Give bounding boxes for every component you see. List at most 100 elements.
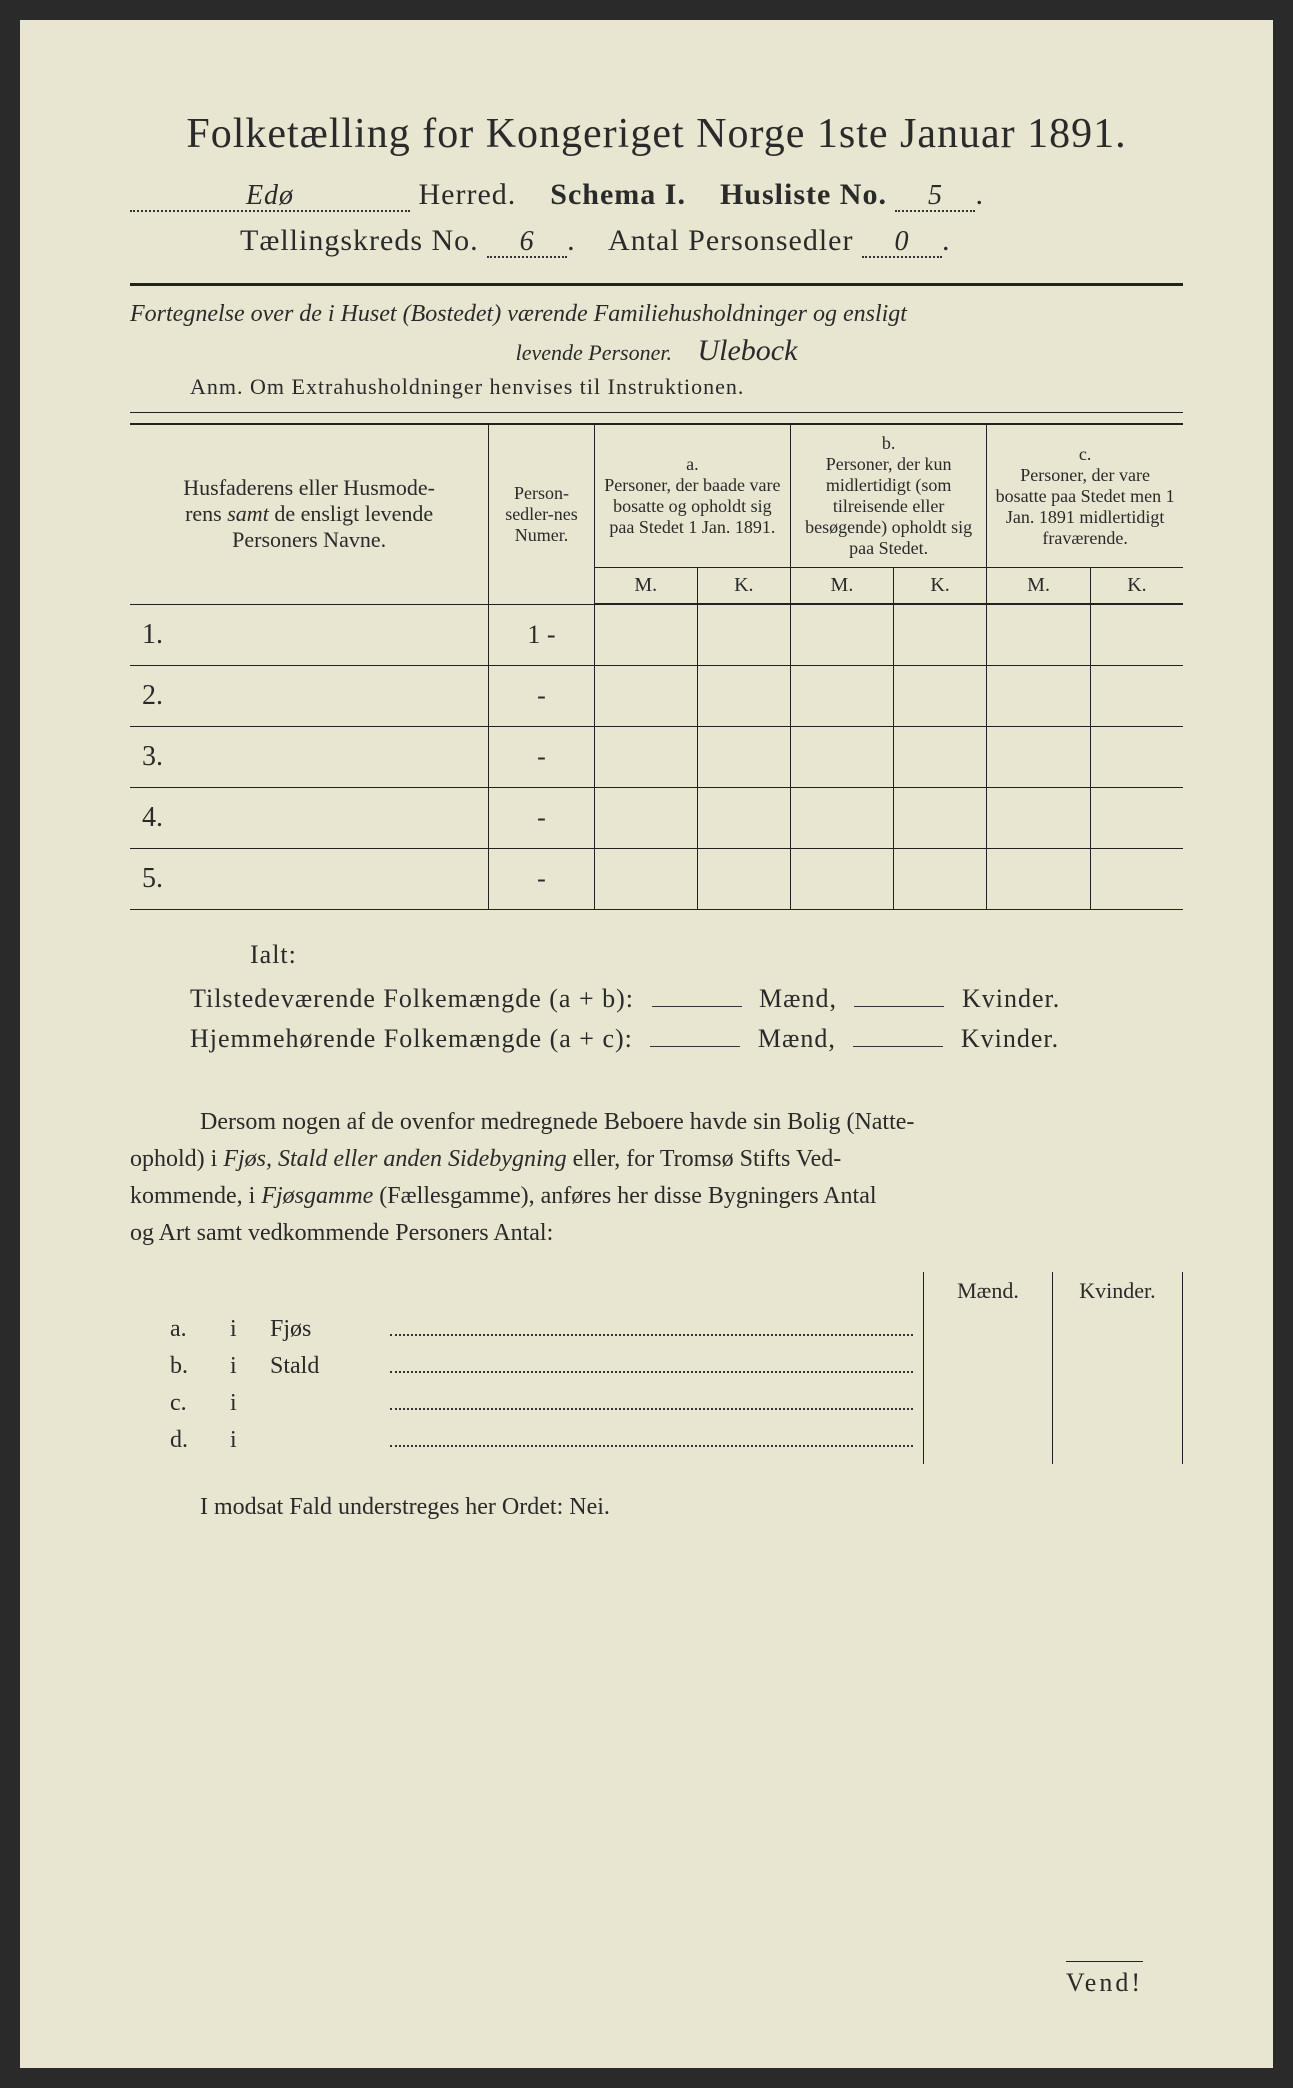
husliste-label: Husliste No. bbox=[720, 178, 887, 211]
col-c-m: M. bbox=[987, 568, 1091, 605]
table-cell bbox=[1090, 726, 1183, 787]
table-cell bbox=[594, 665, 697, 726]
ialt-label: Ialt: bbox=[250, 940, 1183, 970]
table-cell bbox=[697, 665, 790, 726]
col-c: c. Personer, der vare bosatte paa Stedet… bbox=[987, 424, 1183, 568]
lower-maend-head: Mænd. bbox=[924, 1272, 1052, 1310]
table-cell bbox=[893, 665, 986, 726]
table-cell: 1 - bbox=[489, 604, 595, 665]
lower-dots bbox=[390, 1318, 913, 1336]
col-c-top: c. bbox=[1079, 444, 1092, 464]
table-cell bbox=[893, 848, 986, 909]
subtitle-2: levende Personer. Ulebock bbox=[130, 334, 1183, 368]
sum-line-1: Tilstedeværende Folkemængde (a + b): Mæn… bbox=[190, 984, 1183, 1014]
lower-kvinder-col: Kvinder. bbox=[1053, 1272, 1183, 1464]
lower-i: i bbox=[230, 1353, 270, 1380]
table-cell bbox=[594, 726, 697, 787]
col-a-m: M. bbox=[594, 568, 697, 605]
herred-value: Edø bbox=[130, 182, 410, 212]
table-cell bbox=[987, 787, 1091, 848]
col-b-k: K. bbox=[893, 568, 986, 605]
lower-left: a.iFjøsb.iStaldc.id.i bbox=[170, 1272, 923, 1464]
col-b-top: b. bbox=[882, 433, 896, 453]
table-cell bbox=[697, 787, 790, 848]
lower-table: a.iFjøsb.iStaldc.id.i Mænd. Kvinder. bbox=[170, 1272, 1183, 1464]
lower-row: c.i bbox=[170, 1390, 923, 1417]
table-cell: - bbox=[489, 848, 595, 909]
subtitle-2-prefix: levende Personer. bbox=[516, 340, 672, 365]
lower-i: i bbox=[230, 1427, 270, 1454]
antal-label: Antal Personsedler bbox=[608, 224, 853, 257]
anm-note: Anm. Om Extrahusholdninger henvises til … bbox=[130, 374, 1183, 400]
table-row-num: 5. bbox=[130, 848, 489, 909]
vend-label: Vend! bbox=[1066, 1961, 1143, 1998]
lower-dots bbox=[390, 1355, 913, 1373]
header-line-1: Edø Herred. Schema I. Husliste No. 5. bbox=[130, 178, 1183, 212]
kvinder-label: Kvinder. bbox=[962, 984, 1060, 1013]
table-cell bbox=[790, 848, 893, 909]
table-cell bbox=[893, 726, 986, 787]
table-cell: - bbox=[489, 665, 595, 726]
sum1-kvinder bbox=[854, 1006, 944, 1007]
table-cell bbox=[697, 604, 790, 665]
col-b: b. Personer, der kun midlertidigt (som t… bbox=[790, 424, 986, 568]
herred-label: Herred. bbox=[419, 178, 517, 211]
table-row-num: 4. bbox=[130, 787, 489, 848]
lower-kvinder-head: Kvinder. bbox=[1053, 1272, 1182, 1310]
lower-maend-col: Mænd. bbox=[923, 1272, 1053, 1464]
table-row-num: 3. bbox=[130, 726, 489, 787]
table-cell bbox=[1090, 604, 1183, 665]
table-cell bbox=[790, 787, 893, 848]
sum1-maend bbox=[652, 1006, 742, 1007]
col-a: a. Personer, der baade vare bosatte og o… bbox=[594, 424, 790, 568]
lower-lab: d. bbox=[170, 1427, 230, 1454]
lower-row: a.iFjøs bbox=[170, 1316, 923, 1343]
table-cell bbox=[987, 665, 1091, 726]
cursive-note: Ulebock bbox=[697, 334, 797, 368]
table-cell bbox=[1090, 665, 1183, 726]
table-cell bbox=[790, 665, 893, 726]
sum-line-2: Hjemmehørende Folkemængde (a + c): Mænd,… bbox=[190, 1024, 1183, 1054]
table-cell bbox=[893, 787, 986, 848]
lower-lab: c. bbox=[170, 1390, 230, 1417]
col-names: Husfaderens eller Husmode-rens samt de e… bbox=[130, 424, 489, 604]
sum1-label: Tilstedeværende Folkemængde (a + b): bbox=[190, 984, 634, 1013]
table-cell: - bbox=[489, 726, 595, 787]
table-cell bbox=[697, 726, 790, 787]
lower-i: i bbox=[230, 1390, 270, 1417]
col-c-text: Personer, der vare bosatte paa Stedet me… bbox=[996, 465, 1175, 548]
table-row-num: 2. bbox=[130, 665, 489, 726]
table-cell bbox=[790, 604, 893, 665]
table-cell bbox=[1090, 787, 1183, 848]
lower-i: i bbox=[230, 1316, 270, 1343]
main-table: Husfaderens eller Husmode-rens samt de e… bbox=[130, 423, 1183, 910]
header-line-2: Tællingskreds No. 6. Antal Personsedler … bbox=[130, 224, 1183, 258]
table-cell bbox=[987, 848, 1091, 909]
nei-line: I modsat Fald understreges her Ordet: Ne… bbox=[200, 1494, 1183, 1521]
table-cell bbox=[697, 848, 790, 909]
page-title: Folketælling for Kongeriget Norge 1ste J… bbox=[130, 110, 1183, 158]
lower-name: Fjøs bbox=[270, 1316, 390, 1343]
kreds-label: Tællingskreds No. bbox=[240, 224, 479, 257]
census-form-page: Folketælling for Kongeriget Norge 1ste J… bbox=[20, 20, 1273, 2068]
table-cell bbox=[594, 787, 697, 848]
sum2-kvinder bbox=[853, 1046, 943, 1047]
table-cell: - bbox=[489, 787, 595, 848]
maend-label-2: Mænd, bbox=[758, 1024, 836, 1053]
lower-name: Stald bbox=[270, 1353, 390, 1380]
table-cell bbox=[594, 604, 697, 665]
table-cell bbox=[790, 726, 893, 787]
col-a-text: Personer, der baade vare bosatte og opho… bbox=[604, 475, 780, 537]
col-a-k: K. bbox=[697, 568, 790, 605]
col-numer: Person-sedler-nes Numer. bbox=[489, 424, 595, 604]
divider-thin bbox=[130, 412, 1183, 413]
lower-lab: b. bbox=[170, 1353, 230, 1380]
lower-row: d.i bbox=[170, 1427, 923, 1454]
divider bbox=[130, 283, 1183, 286]
table-cell bbox=[893, 604, 986, 665]
lower-row: b.iStald bbox=[170, 1353, 923, 1380]
col-a-top: a. bbox=[686, 454, 699, 474]
maend-label: Mænd, bbox=[759, 984, 837, 1013]
table-cell bbox=[987, 604, 1091, 665]
sum2-label: Hjemmehørende Folkemængde (a + c): bbox=[190, 1024, 633, 1053]
